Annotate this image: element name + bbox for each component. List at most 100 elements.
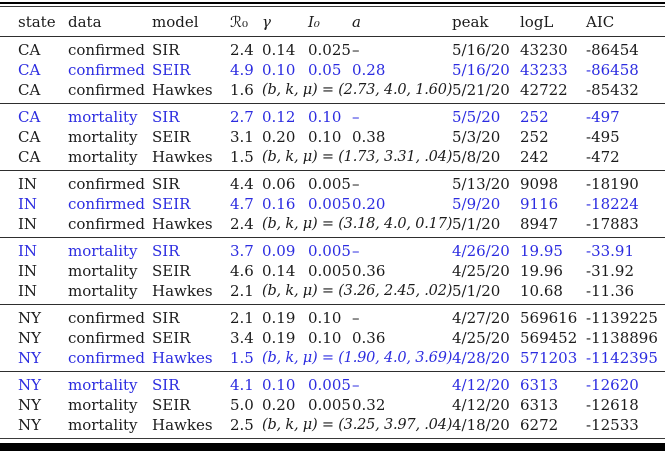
cell-data: mortality xyxy=(68,376,138,394)
table-block: CA mortality SIR 2.7 0.12 0.10–5/5/20 252 -497 C… xyxy=(0,104,665,170)
cell-peak: 5/16/20 xyxy=(452,41,510,59)
table-row: CA mortality SIR 2.7 0.12 0.10– 5/5/20 252 -497 xyxy=(0,107,665,127)
cell-logl: 9116 xyxy=(520,195,559,213)
cell-gamma: 0.19 xyxy=(262,329,296,347)
cell-peak: 5/9/20 xyxy=(452,195,501,213)
cell-peak: 5/13/20 xyxy=(452,175,510,193)
cell-logl: 8947 xyxy=(520,215,559,233)
header-gamma: γ xyxy=(262,12,271,31)
cell-r0: 4.9 xyxy=(230,61,254,79)
cell-state: IN xyxy=(18,175,38,193)
cell-r0: 5.0 xyxy=(230,396,254,414)
header-model: model xyxy=(152,12,199,31)
cell-params: (b, k, μ) = (3.18, 4.0, 0.17) xyxy=(262,216,453,232)
cell-peak: 4/25/20 xyxy=(452,262,510,280)
cell-logl: 6313 xyxy=(520,376,559,394)
cell-r0: 2.4 xyxy=(230,215,254,233)
cell-aic: -1138896 xyxy=(586,329,658,347)
cell-i0: 0.10 xyxy=(308,329,342,347)
cell-peak: 5/1/20 xyxy=(452,282,501,300)
cell-data: confirmed xyxy=(68,215,145,233)
cell-state: NY xyxy=(18,329,42,347)
cell-peak: 5/1/20 xyxy=(452,215,501,233)
cell-data: confirmed xyxy=(68,195,145,213)
table-row: CA mortality Hawkes 1.5 (b, k, μ) = (1.73, 3… xyxy=(0,147,665,167)
cell-aic: -12620 xyxy=(586,376,639,394)
cell-logl: 19.96 xyxy=(520,262,563,280)
cell-i0: 0.10 xyxy=(308,128,342,146)
cell-model: SEIR xyxy=(152,61,191,79)
block-divider xyxy=(0,237,665,238)
cell-a: – xyxy=(352,376,360,394)
cell-peak: 5/5/20 xyxy=(452,108,501,126)
cell-r0: 3.4 xyxy=(230,329,254,347)
cell-state: NY xyxy=(18,376,42,394)
cell-data: mortality xyxy=(68,108,138,126)
cell-model: Hawkes xyxy=(152,215,213,233)
cell-r0: 2.1 xyxy=(230,309,254,327)
table-row: NY mortality Hawkes 2.5 (b, k, μ) = (3.25, 3… xyxy=(0,415,665,435)
cell-data: confirmed xyxy=(68,81,145,99)
cell-aic: -18190 xyxy=(586,175,639,193)
cell-r0: 4.1 xyxy=(230,376,254,394)
cell-params: (b, k, μ) = (1.90, 4.0, 3.69) xyxy=(262,350,453,366)
cell-params: (b, k, μ) = (3.26, 2.45, .02) xyxy=(262,283,453,299)
cell-r0: 2.4 xyxy=(230,41,254,59)
header-logl: logL xyxy=(520,12,554,31)
cell-a: 0.20 xyxy=(352,195,386,213)
cell-model: SEIR xyxy=(152,262,191,280)
cell-logl: 569452 xyxy=(520,329,578,347)
table-row: CA confirmed SIR 2.4 0.14 0.025– 5/16/20 43230-… xyxy=(0,40,665,60)
cell-a: – xyxy=(352,41,360,59)
cell-model: SEIR xyxy=(152,329,191,347)
cell-state: NY xyxy=(18,416,42,434)
cell-data: confirmed xyxy=(68,349,145,367)
cell-aic: -12618 xyxy=(586,396,639,414)
table-block: CA confirmed SIR 2.4 0.14 0.025–5/16/20 43230-… xyxy=(0,37,665,103)
cell-i0: 0.05 xyxy=(308,61,342,79)
table-body: CA confirmed SIR 2.4 0.14 0.025–5/16/20 43230-… xyxy=(0,37,665,438)
cell-state: IN xyxy=(18,195,38,213)
block-divider xyxy=(0,170,665,171)
cell-r0: 1.5 xyxy=(230,349,254,367)
cell-gamma: 0.12 xyxy=(262,108,296,126)
cell-model: SEIR xyxy=(152,128,191,146)
top-rule-inner xyxy=(0,6,665,7)
bottom-black-bar xyxy=(0,443,665,451)
cell-state: IN xyxy=(18,262,38,280)
cell-peak: 4/28/20 xyxy=(452,349,510,367)
cell-r0: 4.6 xyxy=(230,262,254,280)
cell-data: mortality xyxy=(68,262,138,280)
cell-aic: -86454 xyxy=(586,41,639,59)
cell-data: mortality xyxy=(68,128,138,146)
cell-logl: 43230 xyxy=(520,41,568,59)
cell-logl: 252 xyxy=(520,108,549,126)
cell-a: – xyxy=(352,309,360,327)
header-peak: peak xyxy=(452,12,489,31)
cell-data: confirmed xyxy=(68,175,145,193)
table-row: NY mortality SEIR 5.0 0.20 0.005 0.32 4/12/20 63… xyxy=(0,395,665,415)
cell-state: IN xyxy=(18,282,38,300)
cell-gamma: 0.19 xyxy=(262,309,296,327)
bottom-rule-gap xyxy=(0,439,665,443)
cell-a: 0.36 xyxy=(352,262,386,280)
table-row: CA confirmed SEIR 4.9 0.10 0.05 0.28 5/16/20 432… xyxy=(0,60,665,80)
cell-state: CA xyxy=(18,41,41,59)
header-state: state xyxy=(18,12,56,31)
cell-peak: 4/27/20 xyxy=(452,309,510,327)
cell-gamma: 0.14 xyxy=(262,41,296,59)
cell-data: confirmed xyxy=(68,41,145,59)
cell-i0: 0.10 xyxy=(308,309,342,327)
cell-r0: 2.7 xyxy=(230,108,254,126)
cell-model: SIR xyxy=(152,175,180,193)
cell-aic: -17883 xyxy=(586,215,639,233)
cell-aic: -86458 xyxy=(586,61,639,79)
cell-i0: 0.10 xyxy=(308,108,342,126)
header-aic: AIC xyxy=(586,12,615,31)
table-row: IN confirmed Hawkes 2.4 (b, k, μ) = (3.18, 4… xyxy=(0,214,665,234)
top-rule-gap xyxy=(0,4,665,6)
cell-aic: -12533 xyxy=(586,416,639,434)
cell-i0: 0.005 xyxy=(308,195,351,213)
table-row: NY confirmed SIR 2.1 0.19 0.10– 4/27/20 569616-… xyxy=(0,308,665,328)
header-divider xyxy=(0,36,665,37)
